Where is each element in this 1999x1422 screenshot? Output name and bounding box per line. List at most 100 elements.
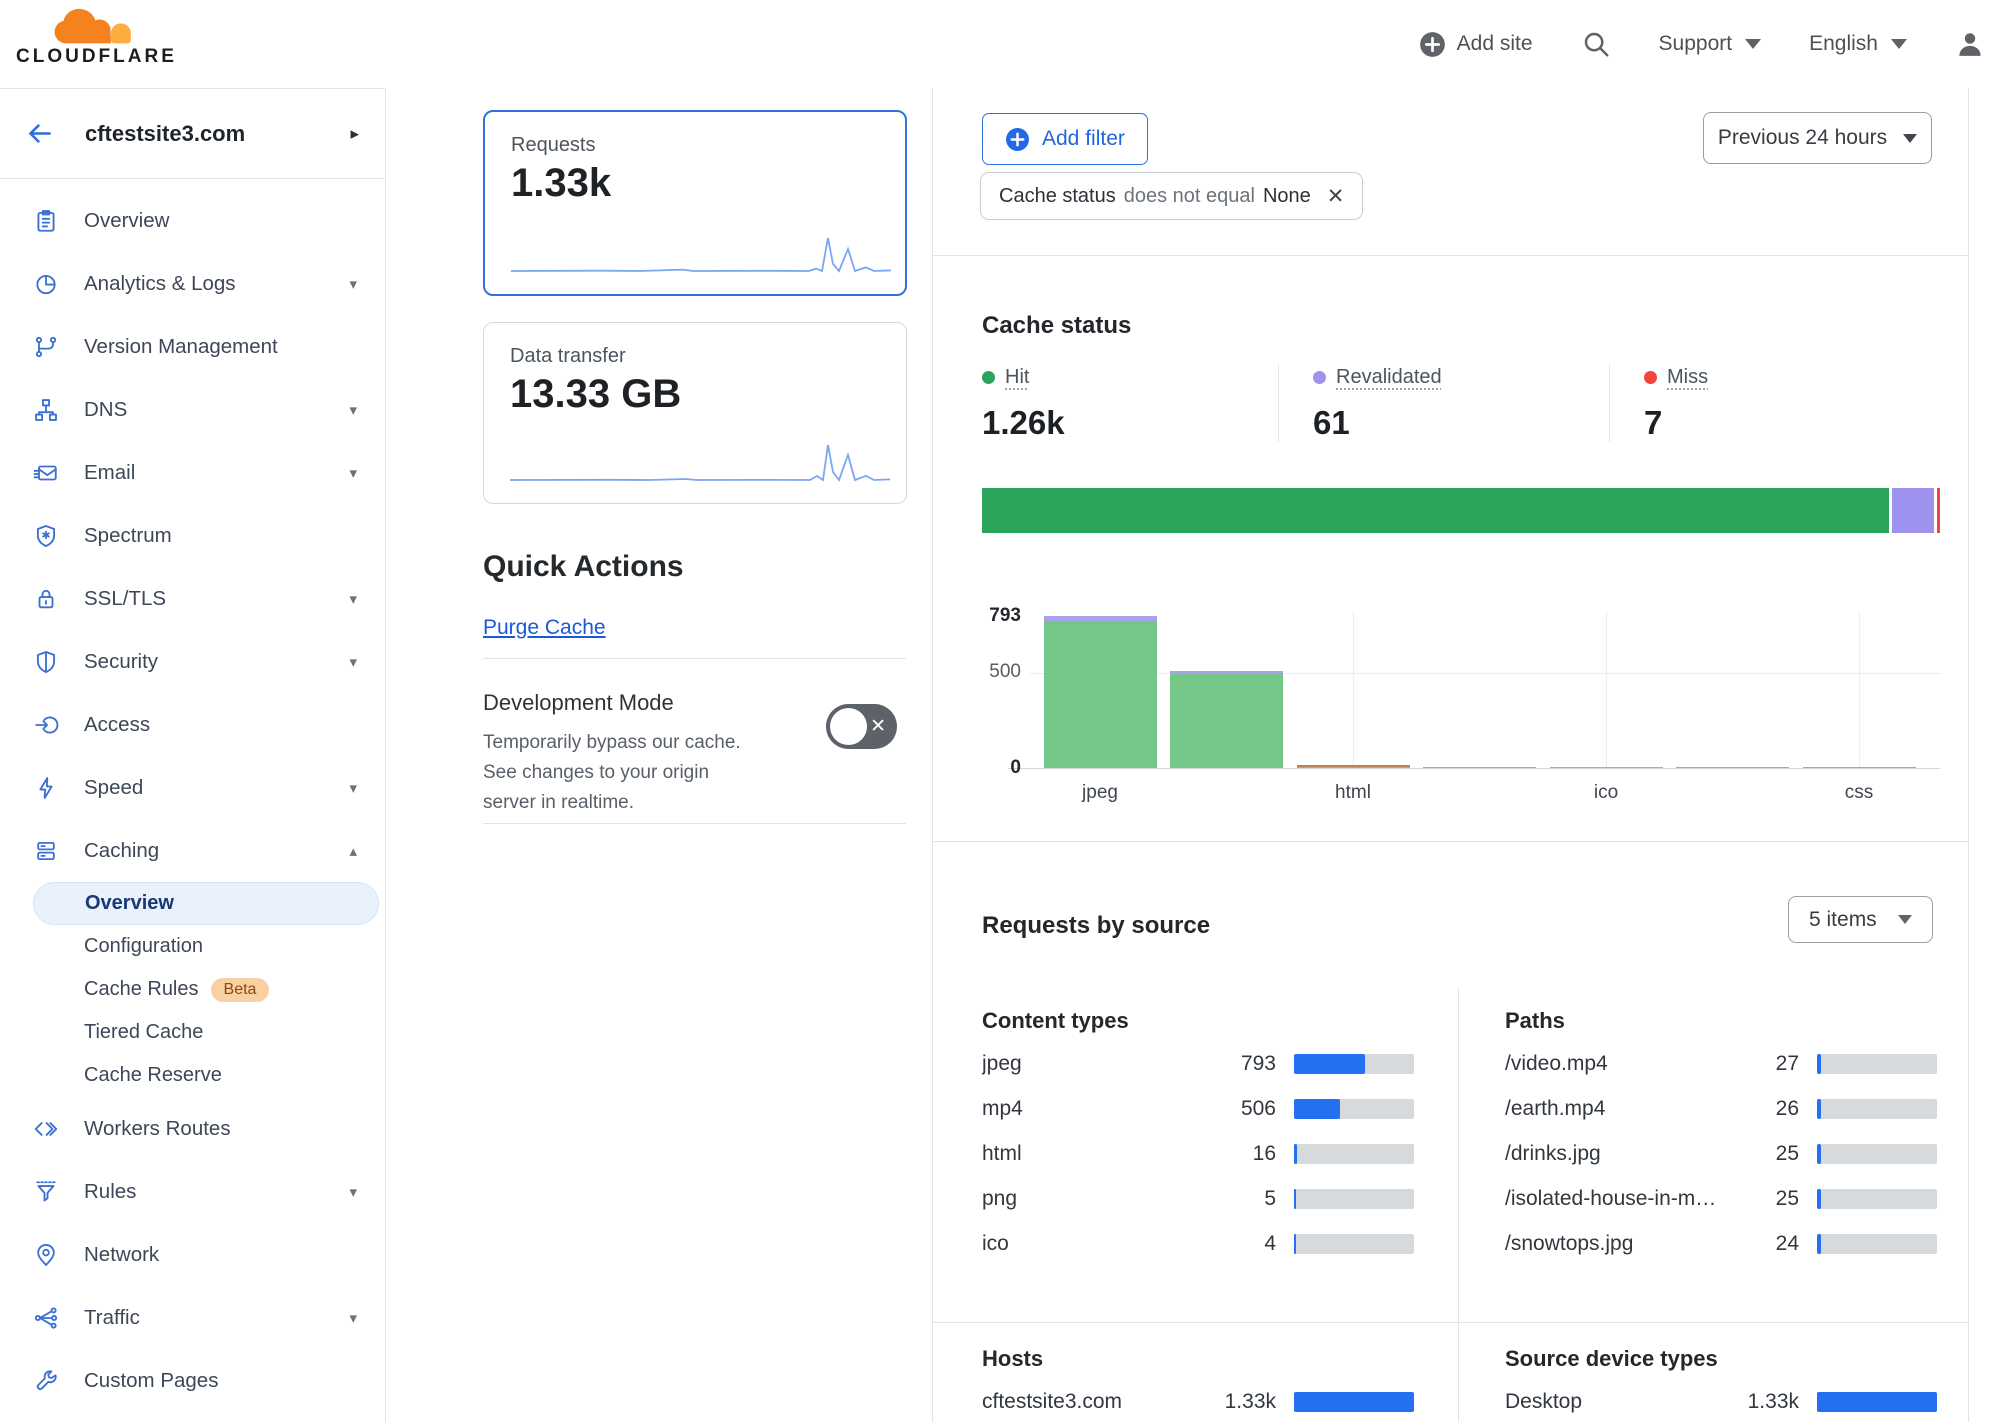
search-icon[interactable]	[1581, 29, 1611, 59]
content-type-value: 5	[1264, 1187, 1276, 1210]
sidebar-item-caching[interactable]: Caching ▴	[0, 819, 385, 882]
traffic-share-icon	[33, 1305, 59, 1331]
gridline-500	[1030, 673, 1942, 675]
content-type-bar-fill	[1294, 1234, 1297, 1254]
content-type-value: 4	[1264, 1232, 1276, 1255]
chart-bar-html[interactable]	[1296, 764, 1410, 768]
requests-metric-card[interactable]: Requests 1.33k	[483, 110, 907, 296]
add-site-button[interactable]: Add site	[1419, 31, 1533, 58]
sidebar-item-rules[interactable]: Rules ▾	[0, 1160, 385, 1223]
purge-cache-link[interactable]: Purge Cache	[483, 616, 606, 639]
revalidated-segment	[1549, 767, 1663, 768]
content-type-row: png 5	[982, 1187, 1414, 1211]
content-type-bar-track	[1294, 1189, 1414, 1209]
divider	[933, 255, 1968, 256]
time-range-selector[interactable]: Previous 24 hours	[1703, 112, 1932, 164]
panel-right-border	[1968, 88, 1969, 1422]
user-avatar-icon[interactable]	[1955, 29, 1985, 59]
host-row: cftestsite3.com 1.33k	[982, 1390, 1414, 1414]
miss-label[interactable]: Miss	[1667, 366, 1709, 388]
sidebar-item-access[interactable]: Access	[0, 693, 385, 756]
cloudflare-logo[interactable]: CLOUDFLARE	[16, 4, 174, 68]
filter-value: None	[1262, 184, 1311, 207]
source-device-types-title: Source device types	[1505, 1346, 1718, 1371]
sidebar-item-speed[interactable]: Speed ▾	[0, 756, 385, 819]
content-type-bar-track	[1294, 1099, 1414, 1119]
development-mode-description: Temporarily bypass our cache. See change…	[483, 732, 741, 814]
chart-bar-css[interactable]	[1802, 767, 1916, 768]
sidebar-item-spectrum[interactable]: Spectrum	[0, 504, 385, 567]
items-count-selector[interactable]: 5 items	[1788, 896, 1933, 943]
spectrum-shield-icon	[33, 523, 59, 549]
miss-dot-icon	[1644, 371, 1657, 384]
content-type-label: html	[982, 1142, 1022, 1165]
sidebar-nav: Overview Analytics & Logs ▾ Version Managem…	[0, 179, 385, 1412]
path-value: 26	[1775, 1097, 1799, 1120]
sidebar-item-label: Security	[84, 649, 159, 673]
chart-bar-jpeg[interactable]	[1043, 616, 1157, 768]
sidebar-item-version-management[interactable]: Version Management	[0, 315, 385, 378]
sidebar-subitem-cache-rules[interactable]: Cache Rules Beta	[33, 968, 379, 1011]
sidebar-item-custom-pages[interactable]: Custom Pages	[0, 1349, 385, 1412]
content-type-row: mp4 506	[982, 1097, 1414, 1121]
sidebar-subitem-tiered-cache[interactable]: Tiered Cache	[33, 1011, 379, 1054]
close-icon[interactable]: ✕	[1326, 184, 1345, 208]
sidebar-subitem-cache-reserve[interactable]: Cache Reserve	[33, 1054, 379, 1097]
sidebar-item-email[interactable]: Email ▾	[0, 441, 385, 504]
sidebar-item-overview[interactable]: Overview	[0, 189, 385, 252]
add-filter-button[interactable]: Add filter	[982, 113, 1148, 165]
sidebar-item-label: Speed	[84, 775, 144, 799]
sidebar-item-label: Network	[84, 1242, 160, 1266]
y-tick-793: 793	[989, 605, 1021, 626]
access-login-icon	[33, 712, 59, 738]
chevron-up-icon: ▴	[349, 842, 357, 860]
device-type-label: Desktop	[1505, 1390, 1583, 1413]
chevron-down-icon: ▾	[349, 401, 357, 419]
custom-pages-wrench-icon	[33, 1368, 59, 1394]
sidebar-item-traffic[interactable]: Traffic ▾	[0, 1286, 385, 1349]
sidebar-item-workers-routes[interactable]: Workers Routes	[0, 1097, 385, 1160]
device-type-bar-fill	[1817, 1392, 1937, 1412]
sidebar-item-label: Rules	[84, 1179, 137, 1203]
sidebar-item-network[interactable]: Network	[0, 1223, 385, 1286]
sidebar-subitem-overview[interactable]: Overview	[33, 882, 379, 925]
chevron-down-icon: ▾	[349, 590, 357, 608]
chart-bar-ico[interactable]	[1549, 767, 1663, 768]
sidebar-item-analytics-logs[interactable]: Analytics & Logs ▾	[0, 252, 385, 315]
hit-segment	[1676, 767, 1789, 768]
sidebar-subitem-configuration[interactable]: Configuration	[33, 925, 379, 968]
path-label: /isolated-house-in-mo...	[1505, 1187, 1721, 1210]
divider	[483, 658, 906, 659]
revalidated-label[interactable]: Revalidated	[1336, 366, 1442, 388]
development-mode-toggle[interactable]: ✕	[826, 704, 897, 749]
chart-bar-png[interactable]	[1423, 767, 1536, 768]
chart-bar-mp4[interactable]	[1170, 671, 1283, 768]
back-arrow-icon[interactable]	[26, 120, 53, 147]
gridline-vertical	[1353, 611, 1354, 768]
email-envelope-icon	[33, 460, 59, 486]
requests-value: 1.33k	[511, 161, 612, 205]
revalidated-dot-icon	[1313, 371, 1326, 384]
chevron-down-icon: ▾	[349, 1309, 357, 1327]
rules-funnel-icon	[33, 1179, 59, 1205]
path-label: /video.mp4	[1505, 1052, 1608, 1075]
hit-label[interactable]: Hit	[1005, 366, 1030, 388]
support-label: Support	[1658, 32, 1733, 55]
filter-chip[interactable]: Cache status does not equal None ✕	[980, 172, 1364, 220]
path-row: /isolated-house-in-mo... 25	[1505, 1187, 1937, 1211]
sidebar-item-ssl-tls[interactable]: SSL/TLS ▾	[0, 567, 385, 630]
path-row: /video.mp4 27	[1505, 1052, 1937, 1076]
sidebar-item-dns[interactable]: DNS ▾	[0, 378, 385, 441]
support-menu[interactable]: Support	[1659, 32, 1762, 56]
sidebar-item-security[interactable]: Security ▾	[0, 630, 385, 693]
language-menu[interactable]: English	[1809, 32, 1907, 56]
data-transfer-metric-card[interactable]: Data transfer 13.33 GB	[483, 322, 907, 504]
hosts-title: Hosts	[982, 1346, 1044, 1371]
path-value: 25	[1775, 1142, 1799, 1165]
chevron-right-icon[interactable]: ▸	[350, 123, 359, 143]
host-bar-track	[1294, 1392, 1414, 1412]
path-label: /drinks.jpg	[1505, 1142, 1601, 1165]
gridline-vertical	[1606, 611, 1607, 768]
chart-bar-unlabeled[interactable]	[1676, 767, 1789, 768]
